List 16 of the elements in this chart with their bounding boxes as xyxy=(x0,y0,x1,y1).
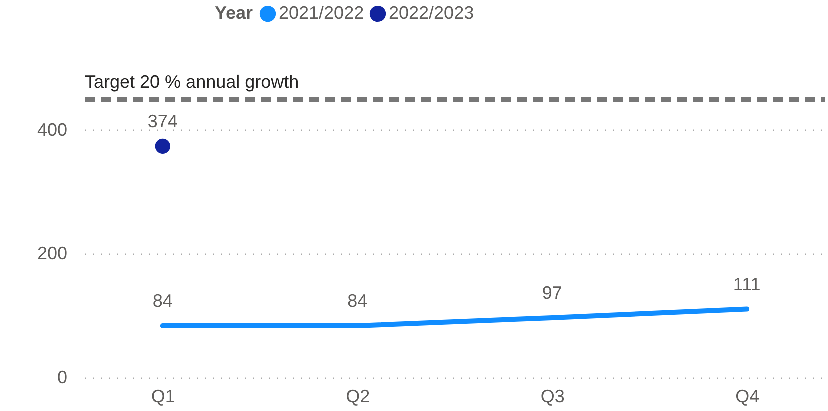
y-tick-label: 400 xyxy=(37,120,68,140)
legend-label: 2021/2022 xyxy=(279,3,364,23)
x-tick-label: Q3 xyxy=(540,386,565,406)
y-tick-label: 0 xyxy=(57,368,68,388)
data-label: 97 xyxy=(542,282,562,303)
x-tick-label: Q4 xyxy=(736,386,760,406)
legend-title: Year xyxy=(215,3,254,23)
legend-label: 2022/2023 xyxy=(389,3,474,23)
x-tick-label: Q1 xyxy=(151,386,176,406)
ref-line-label: Target 20 % annual growth xyxy=(85,72,300,92)
y-tick-label: 200 xyxy=(37,244,68,264)
data-label: 84 xyxy=(152,290,173,311)
x-tick-label: Q2 xyxy=(346,386,370,406)
data-label: 111 xyxy=(733,274,761,294)
data-label: 374 xyxy=(148,111,178,132)
data-label: 84 xyxy=(348,290,368,311)
